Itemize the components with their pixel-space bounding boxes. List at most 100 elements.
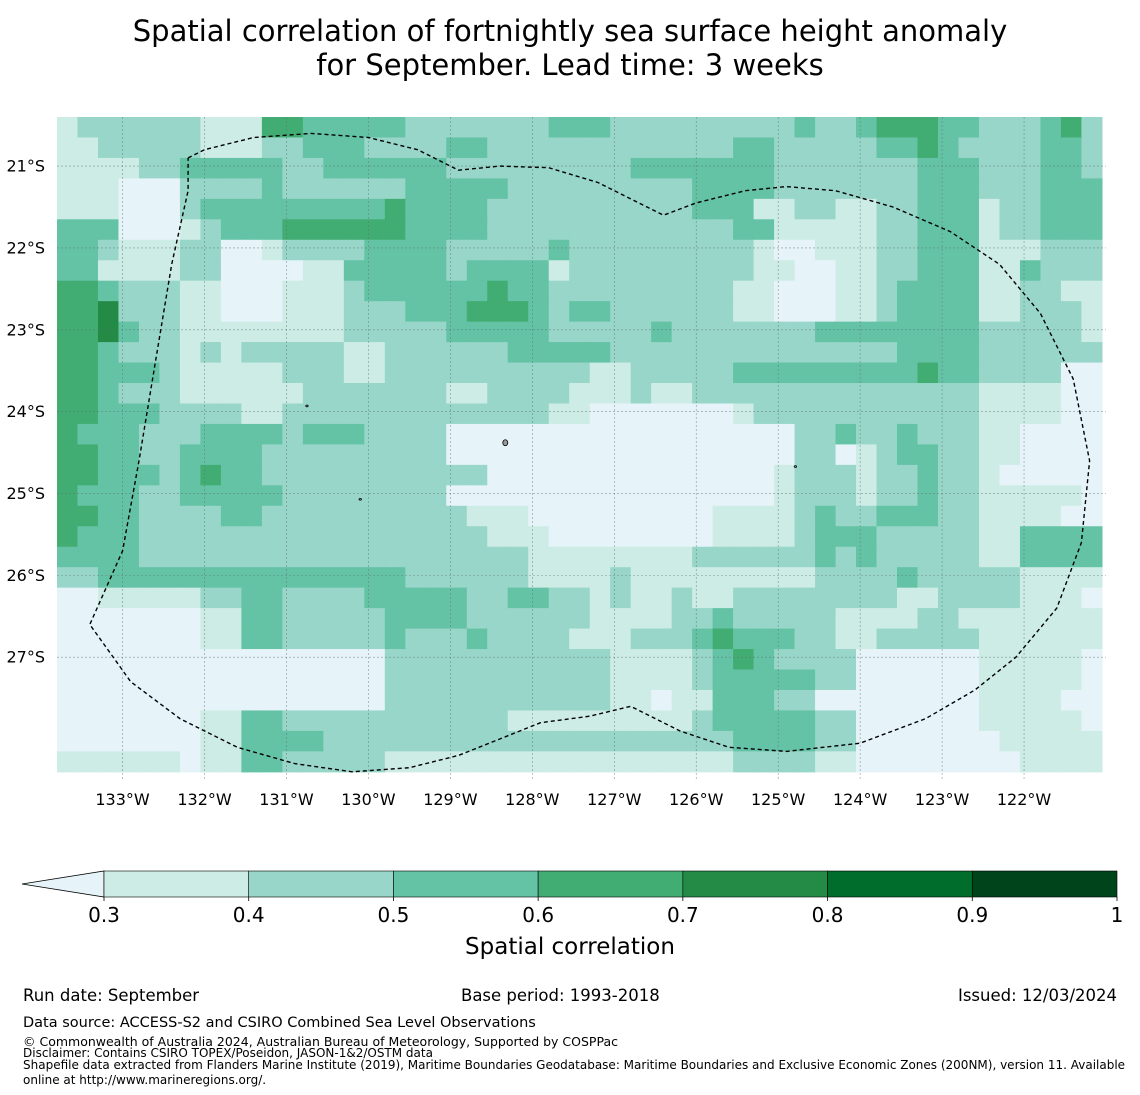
heatmap-cell (343, 444, 365, 466)
heatmap-cell (1060, 608, 1083, 630)
heatmap-cell (794, 321, 816, 343)
heatmap-cell (118, 587, 140, 609)
heatmap-cell (159, 628, 181, 650)
heatmap-cell (753, 403, 775, 425)
heatmap-cell (651, 485, 673, 507)
heatmap-cell (261, 730, 283, 752)
heatmap-cell (999, 730, 1021, 752)
heatmap-cell (712, 219, 734, 241)
heatmap-cell (958, 505, 980, 527)
heatmap-cell (876, 546, 898, 568)
heatmap-cell (405, 751, 427, 773)
heatmap-cell (548, 649, 570, 671)
heatmap-cell (179, 464, 202, 486)
heatmap-cell (774, 280, 796, 302)
heatmap-cell (97, 280, 120, 302)
heatmap-cell (118, 219, 140, 241)
heatmap-cell (1081, 117, 1103, 139)
heatmap-cell (938, 567, 960, 589)
heatmap-cell (507, 383, 529, 405)
heatmap-cell (897, 219, 919, 241)
heatmap-cell (384, 137, 406, 159)
heatmap-cell (77, 608, 99, 630)
heatmap-cell (57, 464, 79, 486)
heatmap-cell (241, 587, 263, 609)
heatmap-cell (978, 219, 1001, 241)
heatmap-cell (446, 730, 468, 752)
heatmap-cell (77, 567, 99, 589)
heatmap-cell (138, 444, 161, 466)
heatmap-cell (200, 301, 222, 323)
heatmap-cell (835, 137, 857, 159)
heatmap-cell (302, 219, 324, 241)
heatmap-cell (712, 649, 734, 671)
heatmap-cell (897, 137, 919, 159)
heatmap-cell (1019, 710, 1042, 732)
heatmap-cell (569, 669, 591, 691)
heatmap-cell (835, 608, 857, 630)
heatmap-cell (630, 198, 652, 220)
heatmap-cell (815, 280, 837, 302)
heatmap-cell (630, 423, 652, 445)
heatmap-cell (1060, 423, 1083, 445)
colorbar-extend-min (21, 870, 105, 898)
heatmap-cell (118, 649, 140, 671)
heatmap-cell (733, 526, 755, 548)
heatmap-cell (138, 280, 161, 302)
heatmap-cell (630, 485, 652, 507)
heatmap-cell (282, 117, 304, 139)
heatmap-cell (1019, 178, 1042, 200)
heatmap-cell (1019, 730, 1042, 752)
longitude-tick-label: 127°W (587, 790, 642, 809)
heatmap-cell (897, 301, 919, 323)
heatmap-cell (446, 157, 468, 179)
heatmap-cell (876, 526, 898, 548)
heatmap-cell (712, 362, 734, 384)
heatmap-cell (97, 321, 120, 343)
heatmap-cell (692, 485, 714, 507)
heatmap-cell (220, 567, 242, 589)
heatmap-cell (548, 117, 570, 139)
heatmap-cell (282, 178, 304, 200)
heatmap-cell (405, 198, 427, 220)
heatmap-cell (1060, 157, 1083, 179)
heatmap-cell (692, 321, 714, 343)
heatmap-cell (118, 608, 140, 630)
heatmap-cell (179, 157, 202, 179)
heatmap-cell (364, 587, 386, 609)
heatmap-cell (1060, 342, 1083, 364)
heatmap-cell (671, 464, 693, 486)
heatmap-cell (118, 526, 140, 548)
heatmap-cell (1040, 546, 1062, 568)
heatmap-cell (876, 260, 898, 282)
heatmap-cell (302, 587, 324, 609)
heatmap-cell (384, 219, 406, 241)
heatmap-cell (241, 505, 263, 527)
heatmap-cell (323, 260, 345, 282)
heatmap-cell (446, 567, 468, 589)
island-marker (793, 465, 797, 468)
heatmap-cell (589, 587, 611, 609)
heatmap-cell (528, 485, 550, 507)
heatmap-cell (856, 301, 878, 323)
heatmap-cell (220, 260, 242, 282)
heatmap-cell (815, 260, 837, 282)
heatmap-cell (876, 362, 898, 384)
heatmap-cell (179, 239, 202, 261)
heatmap-cell (1040, 751, 1062, 773)
heatmap-cell (548, 710, 570, 732)
heatmap-cell (1019, 505, 1042, 527)
heatmap-cell (856, 710, 878, 732)
longitude-axis: 133°W 132°W 131°W 130°W 129°W 128°W 127°W 126°W… (95, 790, 1051, 809)
heatmap-cell (77, 730, 99, 752)
heatmap-cell (200, 342, 222, 364)
heatmap-cell (569, 546, 591, 568)
heatmap-cell (1060, 321, 1083, 343)
heatmap-cell (815, 567, 837, 589)
heatmap-cell (1040, 628, 1062, 650)
heatmap-cell (1081, 423, 1103, 445)
heatmap-cell (938, 689, 960, 712)
heatmap-cell (569, 198, 591, 220)
heatmap-cell (200, 669, 222, 691)
